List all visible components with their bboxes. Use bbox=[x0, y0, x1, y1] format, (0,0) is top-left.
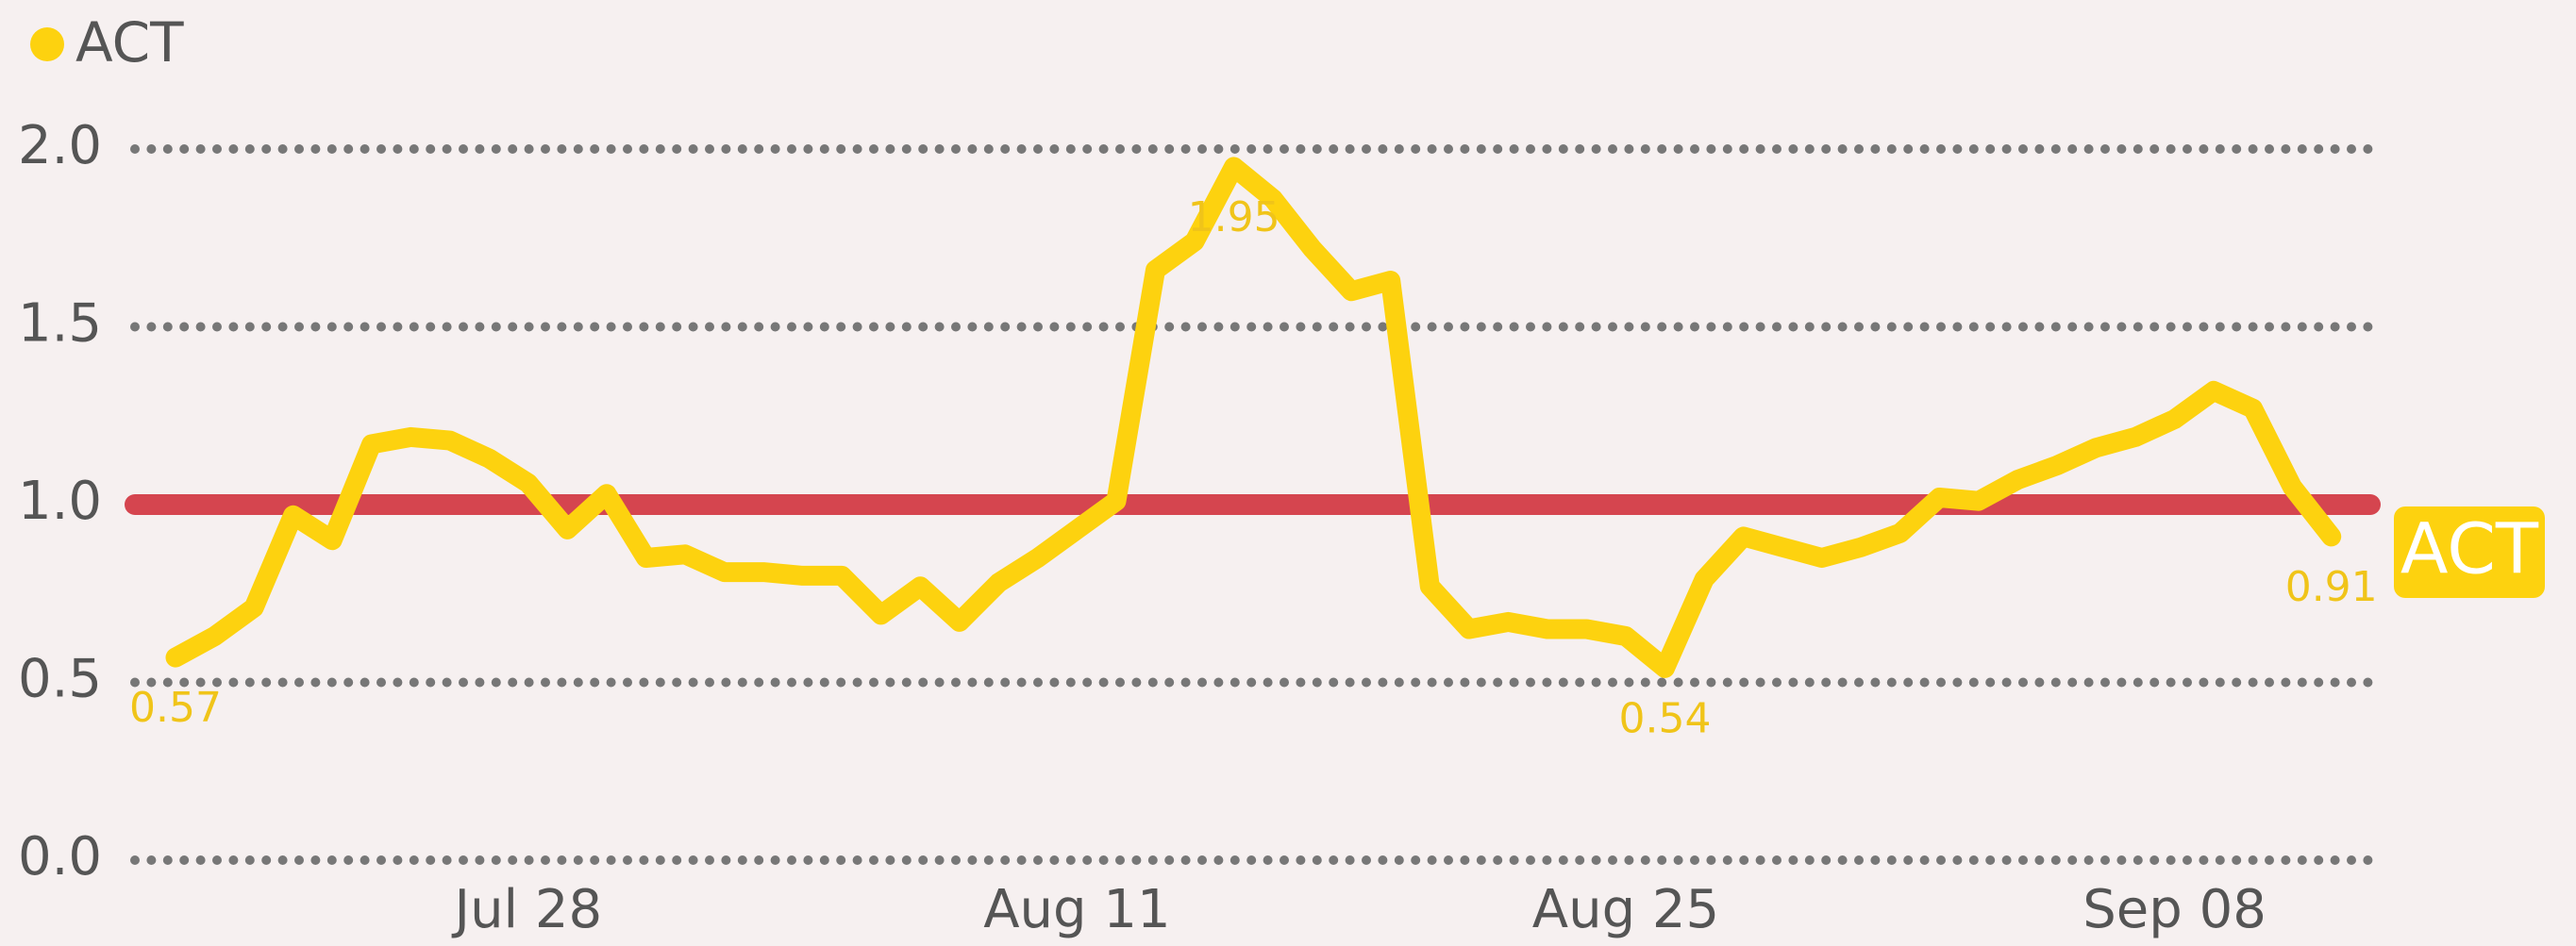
y-tick-label: 0.0 bbox=[18, 826, 102, 888]
series-line bbox=[165, 157, 2342, 678]
x-tick-label: Aug 25 bbox=[1532, 879, 1719, 940]
data-label: 0.54 bbox=[1619, 694, 1712, 742]
reference-label: ACT bbox=[2400, 509, 2539, 590]
data-label: 1.95 bbox=[1188, 193, 1280, 241]
legend-marker bbox=[30, 27, 64, 61]
y-tick-label: 2.0 bbox=[18, 115, 102, 176]
x-tick-label: Sep 08 bbox=[2083, 879, 2267, 940]
data-label: 0.91 bbox=[2285, 563, 2378, 611]
x-tick-label: Jul 28 bbox=[452, 879, 603, 940]
reference-label-box bbox=[2394, 506, 2545, 598]
x-tick-label: Aug 11 bbox=[983, 879, 1170, 940]
y-tick-label: 0.5 bbox=[18, 649, 102, 710]
y-tick-label: 1.0 bbox=[18, 471, 102, 532]
data-label: 0.57 bbox=[129, 684, 222, 732]
legend-label: ACT bbox=[75, 10, 184, 75]
y-tick-label: 1.5 bbox=[18, 293, 102, 355]
